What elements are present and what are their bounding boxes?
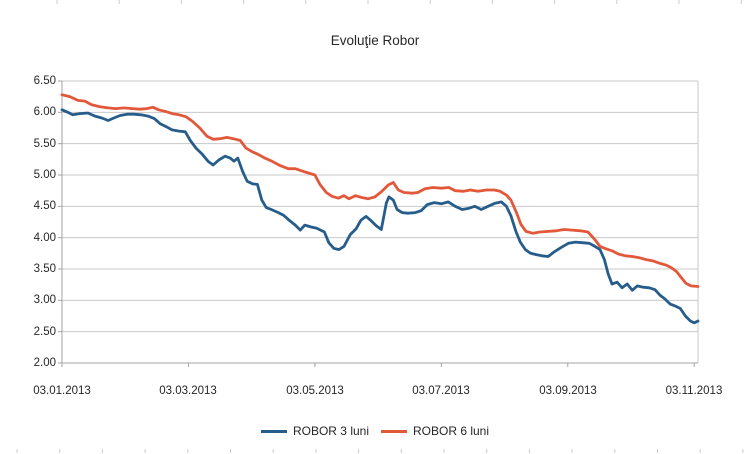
legend-item-robor-6-luni[interactable]: ROBOR 6 luni <box>381 424 489 438</box>
x-axis-label: 03.03.2013 <box>159 385 217 397</box>
axis-ticks <box>58 80 695 367</box>
gridlines <box>62 80 698 364</box>
y-axis-label: 6.00 <box>33 106 56 118</box>
y-axis-label: 2.50 <box>33 326 56 338</box>
y-axis-label: 4.50 <box>33 200 56 212</box>
legend-label-robor-6-luni: ROBOR 6 luni <box>413 424 490 438</box>
x-axis-label: 03.05.2013 <box>286 385 344 397</box>
chart-title: Evoluţie Robor <box>330 33 420 48</box>
x-axis-label: 03.11.2013 <box>665 385 723 397</box>
y-axis-label: 4.00 <box>33 232 56 244</box>
y-axis-label: 5.50 <box>33 138 56 150</box>
legend-label-robor-3-luni: ROBOR 3 luni <box>292 424 369 438</box>
series-line-robor-6-luni[interactable] <box>60 93 700 288</box>
x-axis-label: 03.09.2013 <box>539 385 597 397</box>
spreadsheet-column-ticks <box>16 0 744 453</box>
y-axis-label: 3.00 <box>33 294 56 306</box>
x-axis-label: 03.07.2013 <box>412 385 470 397</box>
y-axis-label: 3.50 <box>33 263 56 275</box>
y-axis-label: 2.00 <box>33 357 56 369</box>
legend-line-robor-6-luni-icon <box>381 429 407 433</box>
legend-item-robor-3-luni[interactable]: ROBOR 3 luni <box>260 424 369 438</box>
legend: ROBOR 3 luni ROBOR 6 luni <box>0 424 750 438</box>
y-axis-label: 5.00 <box>33 169 56 181</box>
x-axis-label: 03.01.2013 <box>33 385 91 397</box>
y-axis-label: 6.50 <box>33 75 56 87</box>
axes <box>61 81 699 364</box>
legend-line-robor-3-luni-icon <box>260 429 287 433</box>
series-line-robor-3-luni[interactable] <box>60 108 700 325</box>
